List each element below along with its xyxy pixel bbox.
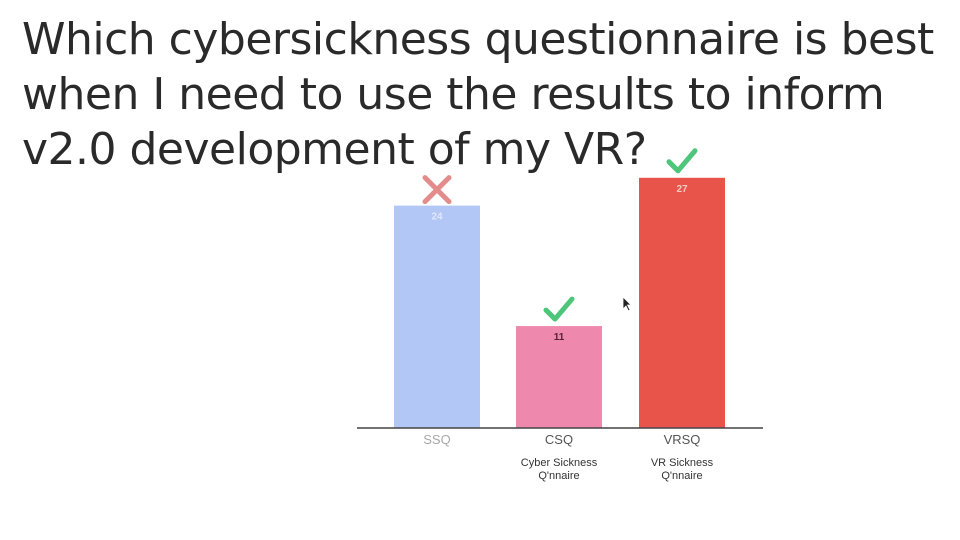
bar-vrsq bbox=[639, 177, 725, 428]
cross-mark-icon bbox=[422, 175, 452, 205]
value-label-csq: 11 bbox=[554, 332, 565, 343]
category-label-csq: CSQ bbox=[545, 432, 573, 447]
mouse-cursor-icon bbox=[622, 296, 632, 312]
value-label-vrsq: 27 bbox=[676, 184, 688, 195]
category-subtitle-vrsq: VR Sickness Q'nnaire bbox=[651, 457, 714, 482]
category-label-vrsq: VRSQ bbox=[664, 432, 701, 447]
bar-ssq bbox=[394, 205, 480, 428]
check-mark-icon bbox=[543, 296, 575, 322]
page-title: Which cybersickness questionnaire is bes… bbox=[22, 14, 934, 175]
bar-csq bbox=[516, 326, 602, 428]
check-mark-icon bbox=[666, 148, 698, 174]
category-label-ssq: SSQ bbox=[423, 432, 450, 447]
category-subtitle-csq: Cyber Sickness Q'nnaire bbox=[521, 457, 598, 482]
value-label-ssq: 24 bbox=[431, 212, 443, 223]
